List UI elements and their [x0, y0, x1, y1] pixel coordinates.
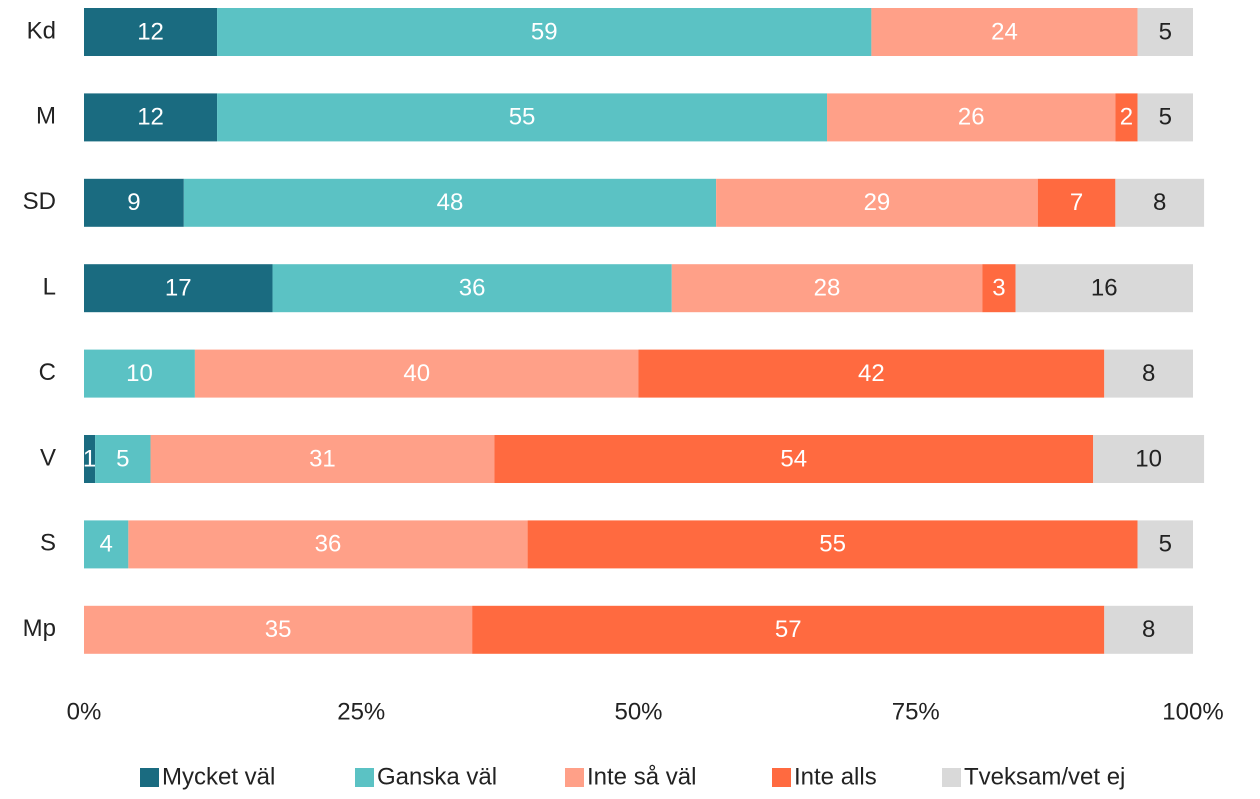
bar-segment: [84, 264, 273, 313]
bar-segment: [1137, 93, 1193, 142]
bar-segment: [716, 178, 1038, 227]
data-label: 12: [137, 104, 164, 131]
data-label: 8: [1153, 189, 1166, 216]
data-label: 29: [864, 189, 891, 216]
data-label: 24: [991, 18, 1018, 45]
data-label: 10: [1135, 445, 1162, 472]
bar-segment: [1137, 520, 1193, 569]
bar-segment: [84, 178, 184, 227]
data-label: 8: [1142, 360, 1155, 387]
y-tick-label: Mp: [23, 615, 56, 642]
bar-segment: [1137, 8, 1193, 56]
y-tick-label: M: [36, 103, 56, 130]
y-tick-label: S: [40, 530, 56, 557]
bar-segment: [472, 605, 1105, 654]
legend-swatch: [942, 768, 961, 787]
bar-segment: [671, 264, 983, 313]
data-label: 28: [814, 275, 841, 302]
legend-label: Ganska väl: [377, 763, 497, 790]
bar-segment: [1104, 349, 1193, 398]
x-tick-label: 50%: [614, 698, 662, 725]
bar-segment: [84, 8, 218, 56]
bar-segment: [1015, 264, 1193, 313]
bar-segment: [84, 435, 96, 483]
bar-segment: [183, 178, 717, 227]
legend-swatch: [140, 768, 159, 787]
data-label: 5: [116, 445, 129, 472]
bar-segment: [1104, 605, 1193, 654]
bar-segment: [128, 520, 528, 569]
legend-swatch: [772, 768, 791, 787]
data-label: 54: [780, 445, 807, 472]
legend-label: Inte så väl: [587, 763, 696, 790]
legend-label: Inte alls: [794, 763, 877, 790]
data-label: 8: [1142, 616, 1155, 643]
data-label: 26: [958, 104, 985, 131]
x-tick-label: 0%: [67, 698, 102, 725]
data-label: 48: [437, 189, 464, 216]
bar-segment: [84, 605, 473, 654]
data-label: 36: [315, 531, 342, 558]
bar-segment: [84, 520, 129, 569]
data-label: 42: [858, 360, 885, 387]
bar-segment: [217, 93, 828, 142]
bar-segment: [1115, 178, 1205, 227]
bar-segment: [272, 264, 672, 313]
data-label: 5: [1159, 18, 1172, 45]
data-label: 17: [165, 275, 192, 302]
data-label: 55: [819, 531, 846, 558]
data-label: 5: [1159, 531, 1172, 558]
data-label: 12: [137, 18, 164, 45]
bar-segment: [84, 93, 218, 142]
bar-segment: [494, 435, 1094, 483]
bar-segment: [638, 349, 1105, 398]
bar-segment: [827, 93, 1116, 142]
x-tick-label: 25%: [337, 698, 385, 725]
data-label: 55: [509, 104, 536, 131]
bar-segment: [217, 8, 872, 56]
y-tick-label: Kd: [27, 17, 56, 44]
bar-segment: [95, 435, 151, 483]
bar-segment: [982, 264, 1016, 313]
data-label: 2: [1120, 104, 1133, 131]
data-label: 59: [531, 18, 558, 45]
bar-segment: [84, 349, 195, 398]
bar-segment: [194, 349, 639, 398]
y-tick-label: SD: [23, 188, 56, 215]
data-label: 4: [100, 531, 113, 558]
data-label: 5: [1159, 104, 1172, 131]
data-label: 9: [127, 189, 140, 216]
data-label: 40: [403, 360, 430, 387]
bar-segment: [1037, 178, 1116, 227]
bar-segment: [1093, 435, 1205, 483]
data-label: 16: [1091, 275, 1118, 302]
y-tick-label: V: [40, 444, 56, 471]
data-label: 3: [992, 275, 1005, 302]
bar-segment: [150, 435, 495, 483]
legend-swatch: [565, 768, 584, 787]
data-label: 57: [775, 616, 802, 643]
x-tick-label: 75%: [892, 698, 940, 725]
legend-swatch: [355, 768, 374, 787]
bar-segment: [1115, 93, 1138, 142]
data-label: 1: [83, 445, 96, 472]
data-label: 35: [265, 616, 292, 643]
legend-label: Mycket väl: [162, 763, 275, 790]
y-tick-label: L: [43, 274, 56, 301]
legend-label: Tveksam/vet ej: [964, 763, 1125, 790]
data-label: 10: [126, 360, 153, 387]
bar-segment: [527, 520, 1138, 569]
data-label: 7: [1070, 189, 1083, 216]
data-label: 31: [309, 445, 336, 472]
bar-segment: [871, 8, 1138, 56]
x-tick-label: 100%: [1162, 698, 1223, 725]
data-label: 36: [459, 275, 486, 302]
y-tick-label: C: [39, 359, 56, 386]
